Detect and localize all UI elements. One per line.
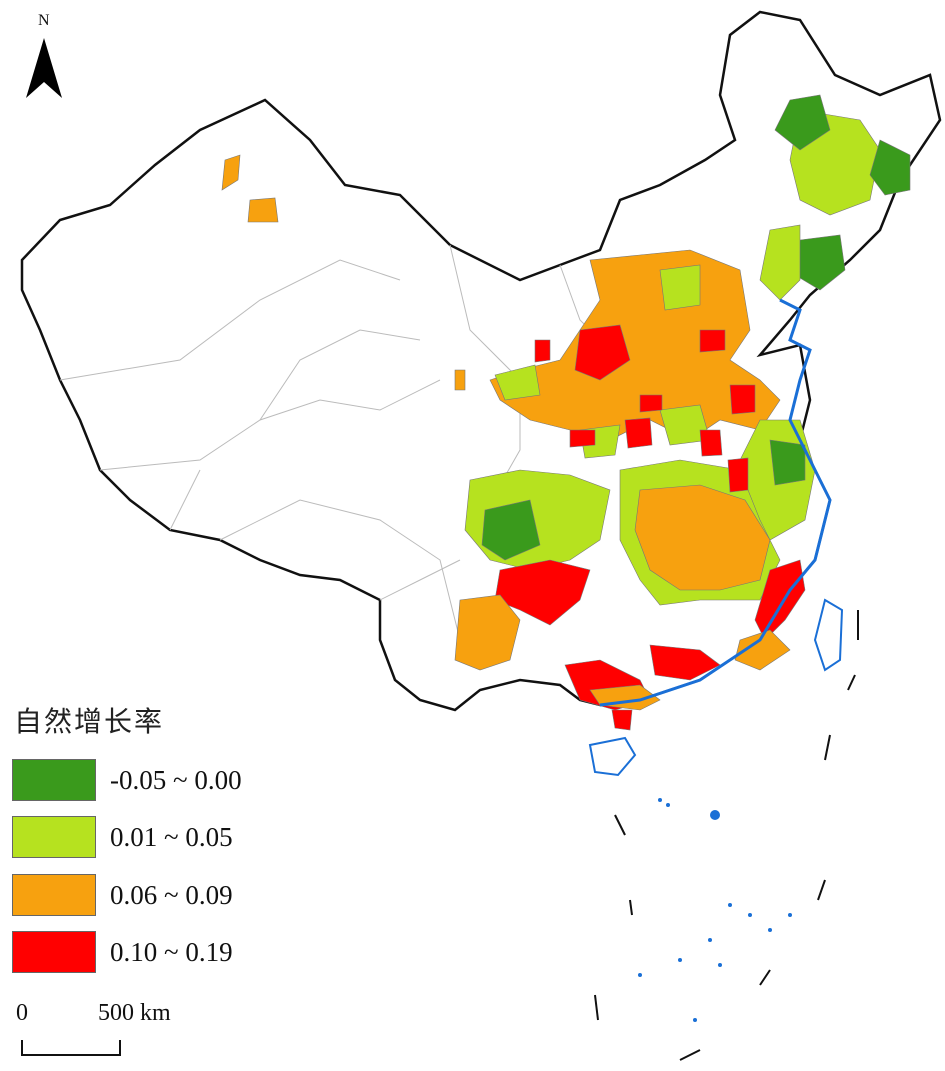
scale-bar-line [21, 1040, 121, 1056]
region-fujian-red [754, 559, 806, 641]
region-north-lightgreen-2 [494, 364, 541, 401]
region-red-4 [729, 384, 756, 415]
legend-item: 0.06 ~ 0.09 [12, 873, 233, 917]
region-sichuan-green [481, 499, 541, 561]
legend-swatch [12, 759, 96, 801]
south-sea-islands [638, 798, 792, 1022]
north-arrow-icon [26, 38, 62, 98]
region-leizhou-red [611, 709, 633, 731]
region-guangdong-red [649, 644, 721, 681]
coastline [599, 298, 832, 707]
north-arrow-label: N [38, 12, 50, 29]
legend-label: 0.10 ~ 0.19 [110, 936, 233, 967]
region-red-1 [574, 324, 631, 381]
region-central-orange [634, 484, 771, 591]
region-red-8 [569, 429, 596, 448]
legend-item: 0.10 ~ 0.19 [12, 930, 233, 974]
legend-label: -0.05 ~ 0.00 [110, 764, 242, 795]
region-red-3 [699, 329, 726, 353]
region-red-6 [639, 394, 663, 413]
region-northeast-green-1 [774, 94, 831, 151]
legend-swatch [12, 816, 96, 858]
region-xinjiang-orange-1 [221, 154, 241, 191]
region-red-7 [699, 429, 723, 457]
legend-item: -0.05 ~ 0.00 [12, 758, 242, 802]
nine-dash-line [594, 610, 859, 1061]
scale-bar-end-label: 500 km [98, 1000, 171, 1026]
scale-bar-start-label: 0 [16, 1000, 28, 1026]
region-red-2 [534, 339, 551, 363]
region-liaoning-lightgreen [759, 224, 801, 301]
legend-label: 0.01 ~ 0.05 [110, 821, 233, 852]
hainan-island [588, 736, 637, 777]
region-gansu-orange [454, 369, 466, 391]
legend-swatch [12, 931, 96, 973]
region-red-5 [624, 417, 653, 449]
legend-swatch [12, 874, 96, 916]
legend-title: 自然增长率 [14, 705, 165, 738]
region-northeast-green-2 [869, 139, 911, 196]
legend-label: 0.06 ~ 0.09 [110, 879, 233, 910]
legend-item: 0.01 ~ 0.05 [12, 815, 233, 859]
region-layer [221, 94, 911, 731]
region-red-9 [727, 457, 749, 493]
taiwan-island [813, 598, 844, 672]
region-yunnan-orange [454, 594, 521, 671]
region-east-green [769, 439, 806, 486]
region-xinjiang-orange-2 [247, 197, 279, 223]
region-north-lightgreen-1 [659, 264, 701, 311]
